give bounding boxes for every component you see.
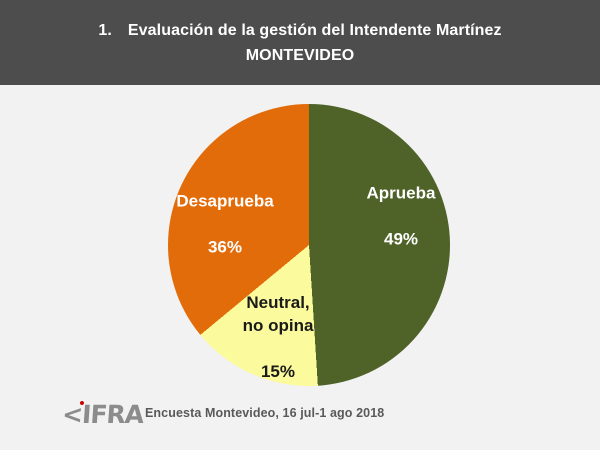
cifra-logo: <IFRA bbox=[61, 400, 144, 434]
slide-number: 1. bbox=[98, 21, 112, 39]
pie-chart-area: Aprueba 49% Desaprueba 36% Neutral, no o… bbox=[168, 104, 450, 386]
slide-title-bar: 1. Evaluación de la gestión del Intendent… bbox=[0, 0, 600, 85]
slide-title-text: Evaluación de la gestión del Intendente … bbox=[127, 21, 502, 39]
cifra-logo-text: IFRA bbox=[81, 400, 145, 429]
source-caption: Encuesta Montevideo, 16 jul-1 ago 2018 bbox=[145, 406, 385, 420]
slide-title-line2: MONTEVIDEO bbox=[245, 46, 355, 64]
slide-title-line1: 1. Evaluación de la gestión del Intendent… bbox=[0, 18, 600, 43]
pie-chart bbox=[168, 104, 450, 386]
